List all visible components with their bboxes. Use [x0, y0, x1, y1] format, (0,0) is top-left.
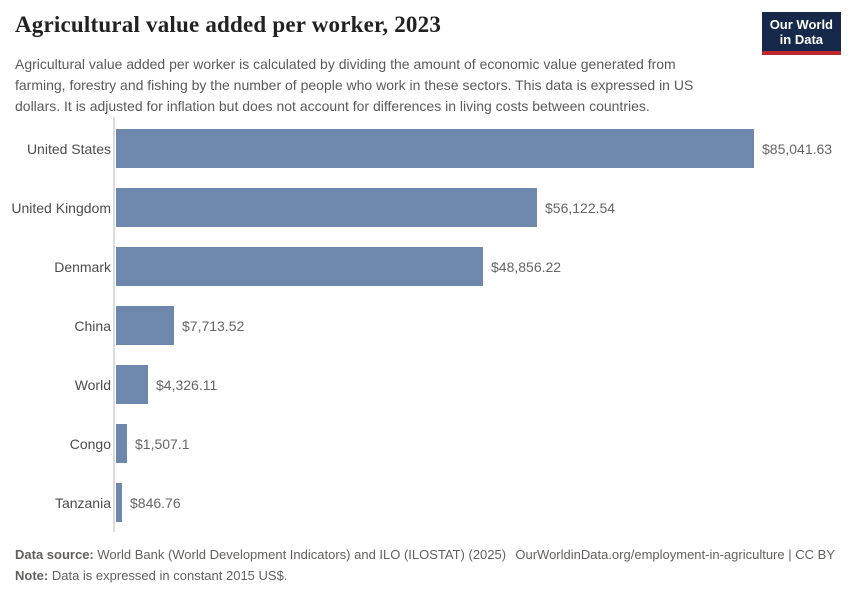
bar[interactable]: [116, 247, 483, 286]
bar-area: $56,122.54: [116, 178, 841, 237]
category-label: Congo: [69, 435, 111, 452]
bar-chart: United States $85,041.63 United Kingdom $56…: [11, 117, 841, 532]
bar-area: $48,856.22: [116, 237, 841, 296]
value-label: $846.76: [130, 494, 181, 511]
bar-row: Denmark $48,856.22: [15, 237, 841, 296]
page-title: Agricultural value added per worker, 202…: [15, 12, 442, 37]
value-label: $1,507.1: [135, 435, 190, 452]
attribution-separator: |: [788, 547, 792, 562]
data-source-line: Data source: World Bank (World Developme…: [15, 544, 506, 565]
bar[interactable]: [116, 424, 127, 463]
bar-row: United States $85,041.63: [15, 119, 841, 178]
category-label: China: [74, 317, 111, 334]
owid-logo-line1: Our World: [769, 17, 833, 32]
bar-row: United Kingdom $56,122.54: [11, 178, 841, 237]
value-label: $4,326.11: [156, 376, 218, 393]
bar-area: $7,713.52: [116, 296, 841, 355]
owid-url-link[interactable]: OurWorldinData.org/employment-in-agricul…: [515, 547, 785, 562]
category-label: United States: [26, 140, 111, 157]
category-label: United Kingdom: [11, 199, 111, 216]
bar-row: World $4,326.11: [15, 355, 841, 414]
note-text: Data is expressed in constant 2015 US$.: [51, 568, 288, 583]
bar-area: $4,326.11: [116, 355, 841, 414]
owid-logo[interactable]: Our World in Data: [761, 12, 841, 55]
bar-area: $85,041.63: [116, 119, 841, 178]
category-label: World: [74, 376, 111, 393]
note-line: Note: Data is expressed in constant 2015…: [15, 565, 835, 586]
category-label: Tanzania: [54, 494, 111, 511]
bar-row: Congo $1,507.1: [15, 414, 841, 473]
bar[interactable]: [116, 129, 754, 168]
bar-area: $1,507.1: [116, 414, 841, 473]
value-label: $48,856.22: [491, 258, 562, 275]
data-source-text: World Bank (World Development Indicators…: [97, 547, 507, 562]
license-link[interactable]: CC BY: [795, 547, 835, 562]
bar-row: Tanzania $846.76: [15, 473, 841, 532]
chart-footer: Data source: World Bank (World Developme…: [15, 544, 835, 586]
bar[interactable]: [116, 483, 122, 522]
bar[interactable]: [116, 306, 174, 345]
category-label: Denmark: [54, 258, 111, 275]
bar[interactable]: [116, 188, 537, 227]
data-source-label: Data source:: [15, 547, 94, 562]
bar-area: $846.76: [116, 473, 841, 532]
bar[interactable]: [116, 365, 148, 404]
value-label: $7,713.52: [182, 317, 245, 334]
y-axis-line: [113, 117, 115, 532]
value-label: $85,041.63: [762, 140, 833, 157]
bar-row: China $7,713.52: [15, 296, 841, 355]
value-label: $56,122.54: [545, 199, 616, 216]
attribution-line: OurWorldinData.org/employment-in-agricul…: [515, 544, 835, 565]
note-label: Note:: [15, 568, 49, 583]
chart-subtitle: Agricultural value added per worker is c…: [15, 56, 694, 114]
owid-logo-line2: in Data: [779, 32, 824, 47]
